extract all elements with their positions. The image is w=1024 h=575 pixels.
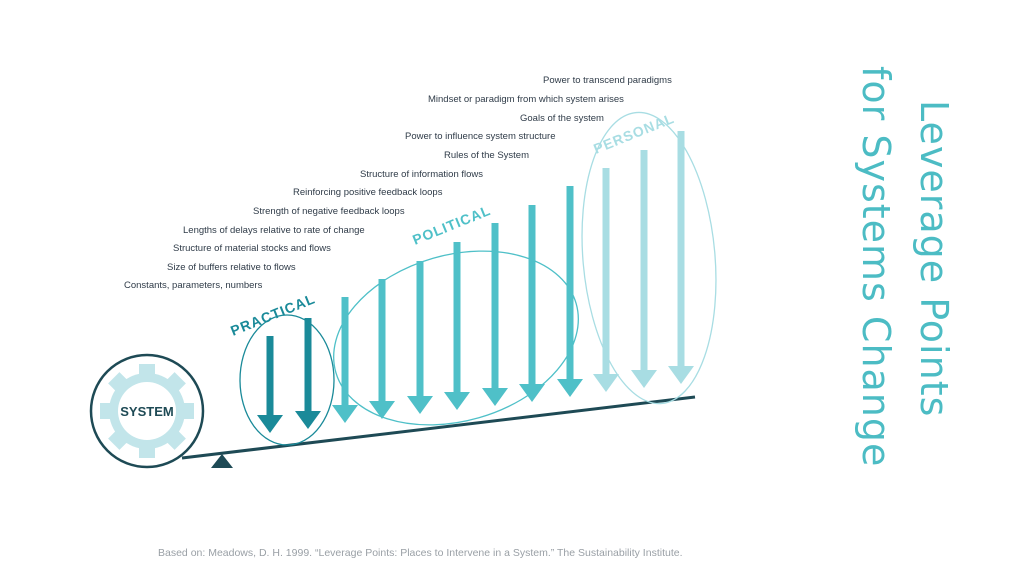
leverage-arrow-12 xyxy=(668,131,694,384)
arrow-shaft xyxy=(341,297,349,406)
leverage-point-label: Power to influence system structure xyxy=(405,131,555,142)
lever-beam xyxy=(181,395,696,460)
leverage-arrow-6 xyxy=(444,242,470,410)
leverage-arrow-9 xyxy=(557,186,583,397)
fulcrum-icon xyxy=(211,454,233,468)
arrow-head xyxy=(407,396,433,414)
leverage-arrow-4 xyxy=(369,279,395,419)
arrow-head xyxy=(332,405,358,423)
arrow-shaft xyxy=(491,223,499,389)
leverage-point-label: Strength of negative feedback loops xyxy=(253,206,405,217)
arrow-head xyxy=(631,370,657,388)
title-line-2: for Systems Change xyxy=(854,66,898,467)
arrow-head xyxy=(444,392,470,410)
leverage-arrow-7 xyxy=(482,223,508,406)
system-gear-icon: SYSTEM xyxy=(89,353,205,469)
leverage-arrow-10 xyxy=(593,168,619,392)
leverage-arrow-8 xyxy=(519,205,545,402)
arrow-head xyxy=(482,388,508,406)
arrow-shaft xyxy=(378,279,386,402)
political-label: POLITICAL xyxy=(410,202,493,248)
political-ellipse xyxy=(333,250,579,426)
leverage-point-label: Power to transcend paradigms xyxy=(543,75,672,86)
arrow-head xyxy=(593,374,619,392)
arrow-shaft xyxy=(304,318,312,412)
leverage-point-label: Goals of the system xyxy=(520,113,604,124)
leverage-point-label: Structure of information flows xyxy=(360,169,483,180)
leverage-arrows xyxy=(257,131,694,433)
arrow-head xyxy=(257,415,283,433)
arrow-head xyxy=(668,366,694,384)
arrow-head xyxy=(557,379,583,397)
leverage-point-label: Size of buffers relative to flows xyxy=(167,262,296,273)
arrow-shaft xyxy=(416,261,424,397)
arrow-shaft xyxy=(453,242,461,393)
personal-label: PERSONAL xyxy=(591,110,677,157)
arrow-shaft xyxy=(677,131,685,367)
arrow-head xyxy=(295,411,321,429)
leverage-point-label: Reinforcing positive feedback loops xyxy=(293,187,443,198)
title-second-line: for Systems Change xyxy=(854,66,898,467)
practical-label: PRACTICAL xyxy=(228,290,317,339)
leverage-arrow-3 xyxy=(332,297,358,423)
arrow-shaft xyxy=(266,336,274,416)
leverage-arrow-2 xyxy=(295,318,321,429)
personal-ellipse xyxy=(581,111,717,405)
leverage-arrow-5 xyxy=(407,261,433,414)
arrow-shaft xyxy=(602,168,610,375)
leverage-arrow-11 xyxy=(631,150,657,388)
title-line-1: Leverage Points xyxy=(912,100,956,417)
arrow-shaft xyxy=(640,150,648,371)
practical-ellipse xyxy=(239,314,335,446)
gear-center xyxy=(118,382,176,440)
leverage-point-label: Constants, parameters, numbers xyxy=(124,280,263,291)
arrow-head xyxy=(369,401,395,419)
leverage-point-label: Lengths of delays relative to rate of ch… xyxy=(183,225,365,236)
leverage-point-labels: Constants, parameters, numbers Size of b… xyxy=(124,75,672,291)
leverage-point-label: Rules of the System xyxy=(444,150,529,161)
arrow-shaft xyxy=(528,205,536,385)
leverage-point-label: Structure of material stocks and flows xyxy=(173,243,331,254)
citation: Based on: Meadows, D. H. 1999. “Leverage… xyxy=(158,547,683,559)
system-label: SYSTEM xyxy=(120,404,173,419)
leverage-point-label: Mindset or paradigm from which system ar… xyxy=(428,94,624,105)
arrow-shaft xyxy=(566,186,574,380)
title: Leverage Points xyxy=(912,100,956,417)
leverage-arrow-1 xyxy=(257,336,283,433)
